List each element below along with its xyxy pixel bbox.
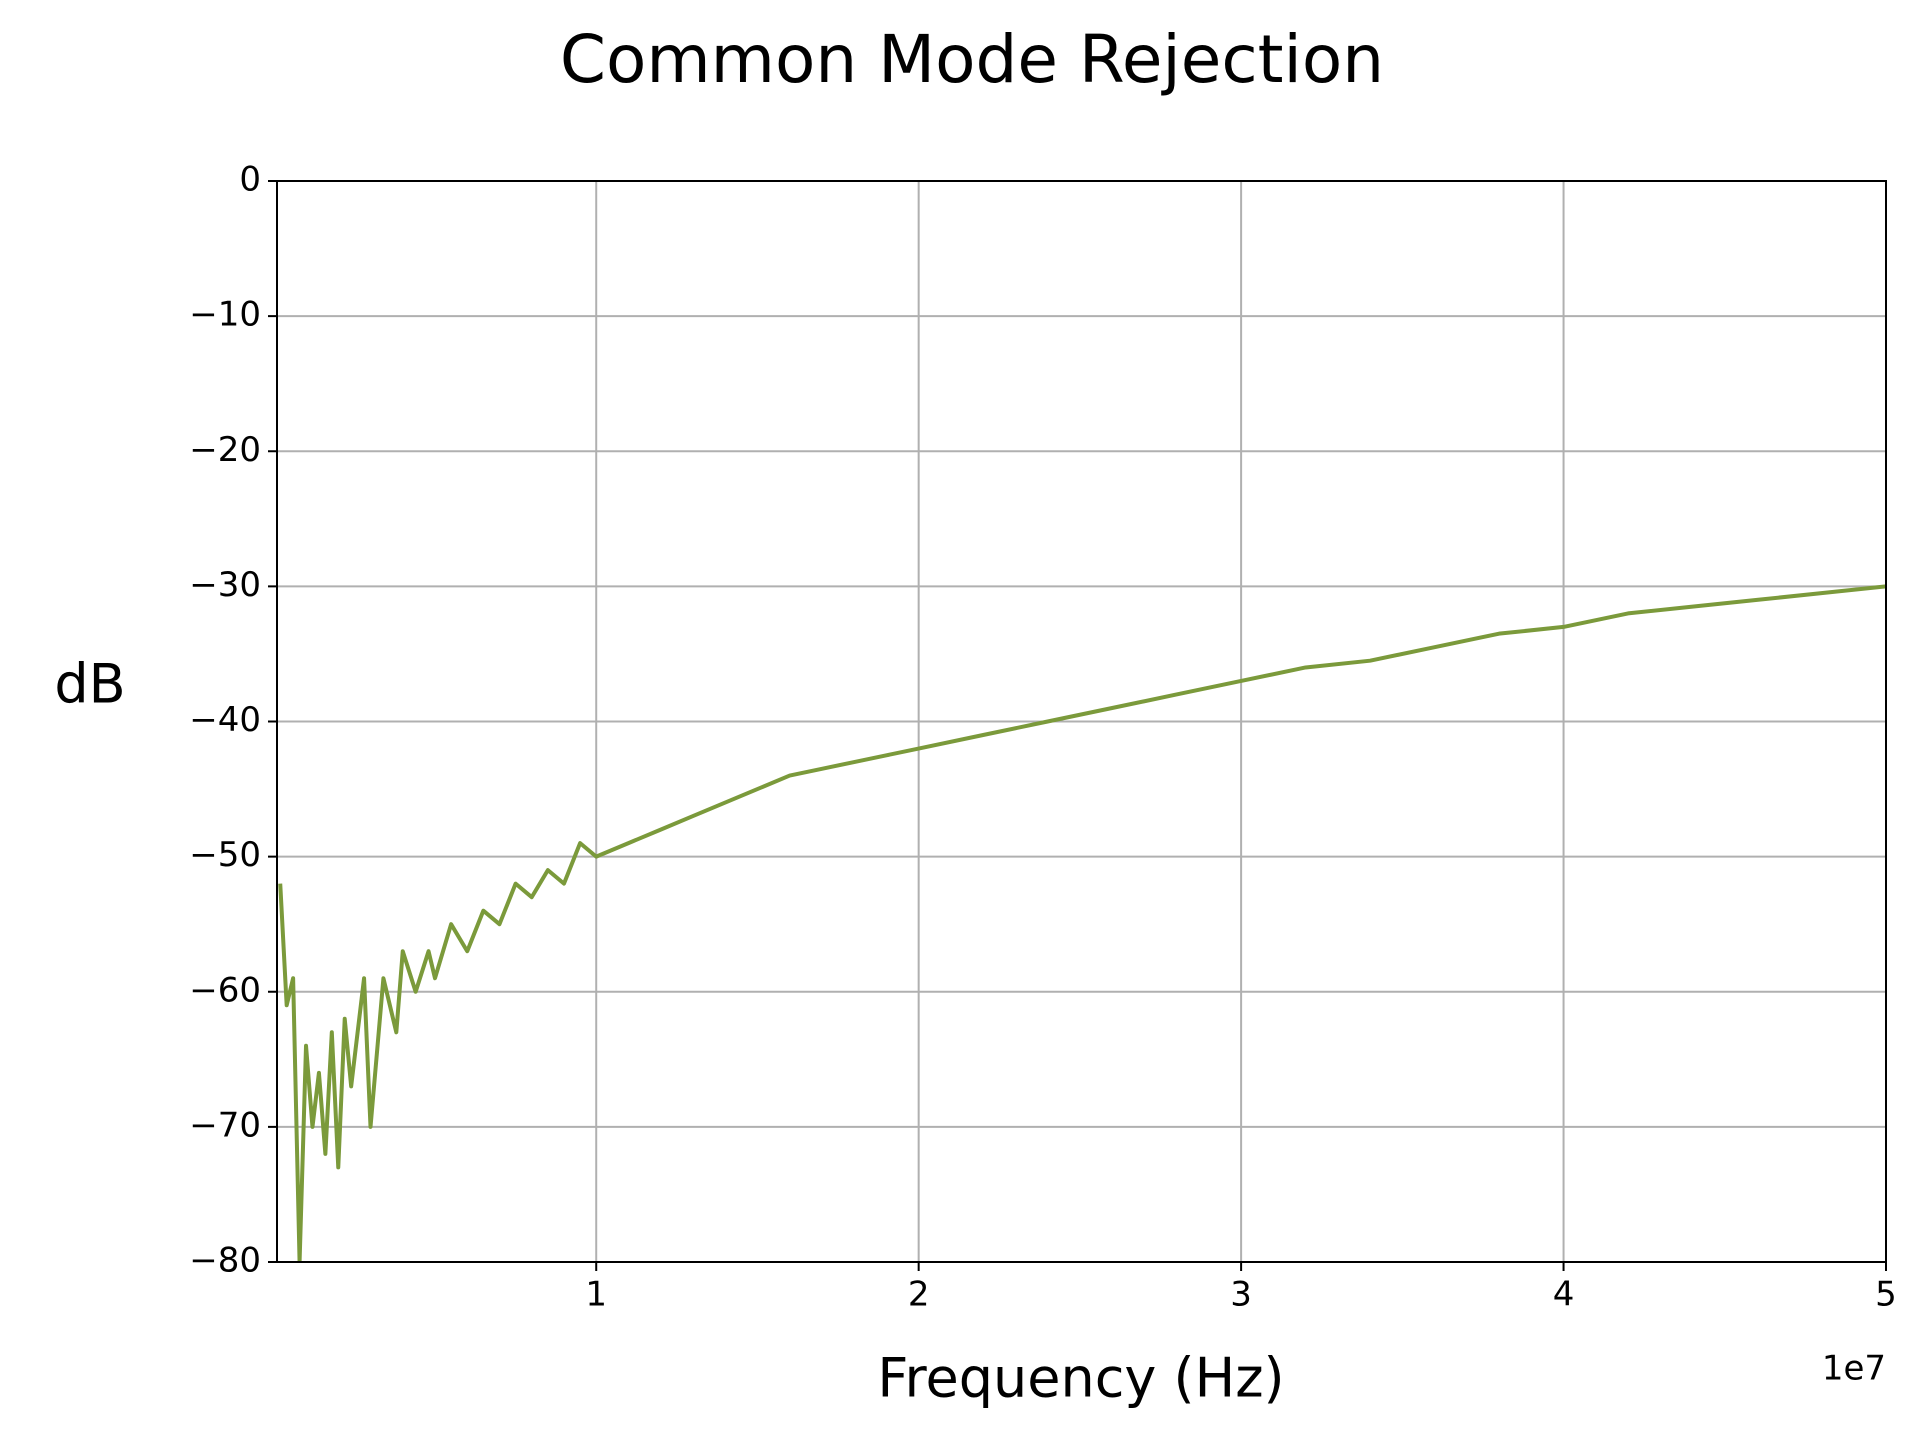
y-tick-label: 0 [239, 160, 261, 200]
data-line [278, 584, 1886, 1262]
y-tick-label: −50 [189, 835, 261, 875]
x-tick-label: 1 [585, 1275, 607, 1315]
y-tick-label: −40 [189, 700, 261, 740]
x-tick-label: 2 [908, 1275, 930, 1315]
x-tick-label: 3 [1230, 1275, 1252, 1315]
y-tick-label: −60 [189, 970, 261, 1010]
y-tick-label: −30 [189, 565, 261, 605]
y-tick-label: −10 [189, 295, 261, 335]
y-tick-label: −70 [189, 1105, 261, 1145]
y-axis-label: dB [54, 653, 125, 716]
y-tick-label: −20 [189, 430, 261, 470]
x-offset-label: 1e7 [1822, 1349, 1886, 1389]
y-tick-label: −80 [189, 1241, 261, 1281]
x-tick-label: 5 [1875, 1275, 1897, 1315]
plot-frame [276, 180, 1887, 1263]
x-axis-label: Frequency (Hz) [877, 1347, 1284, 1410]
chart-title: Common Mode Rejection [560, 21, 1384, 98]
x-tick-label: 4 [1553, 1275, 1575, 1315]
